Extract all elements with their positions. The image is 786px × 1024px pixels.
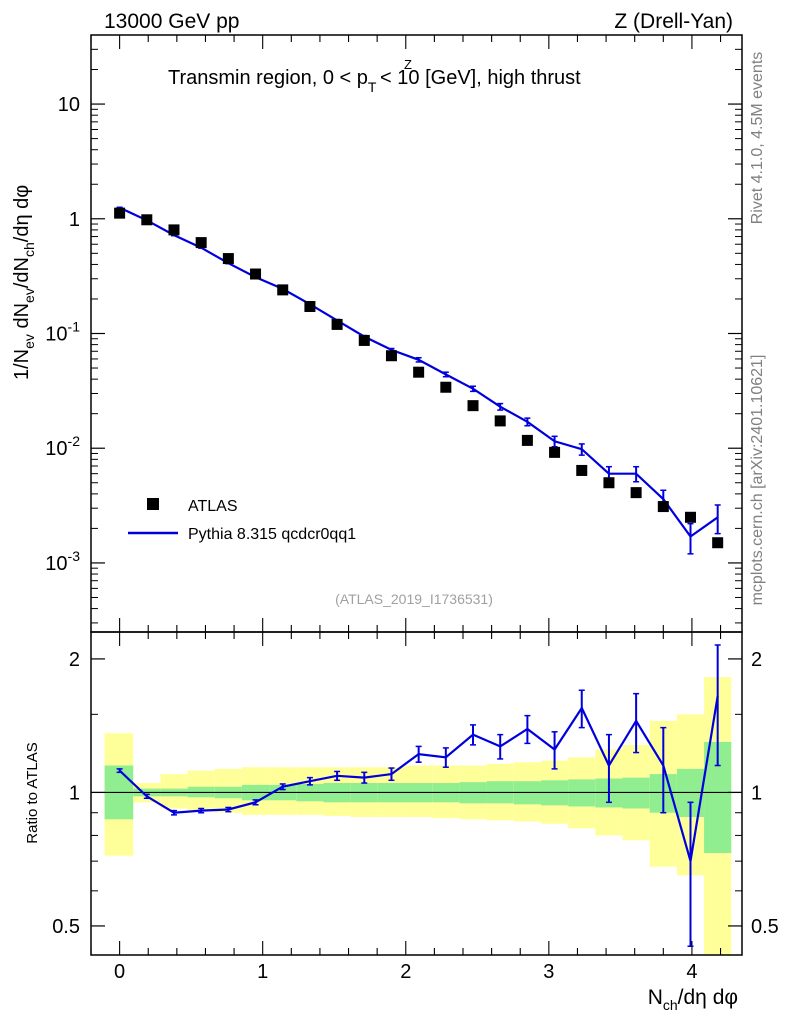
plot-title: Transmin region, 0 < pT < 10 [GeV], high… (168, 67, 581, 95)
atlas-data-point (168, 224, 180, 236)
header-left: 13000 GeV pp (104, 10, 239, 33)
main-y-tick-label: 10-3 (45, 548, 80, 575)
atlas-data-point (494, 415, 506, 427)
plot-title-superscript: Z (404, 57, 412, 72)
atlas-data-point (603, 477, 615, 489)
atlas-data-point (440, 381, 452, 393)
main-ylabel: 1/Nev dNev/dNch/dη dφ (11, 185, 37, 380)
atlas-data-point (385, 350, 397, 362)
ratio-x-tick-label: 3 (543, 961, 554, 983)
ratio-y-tick-label-right: 2 (751, 649, 762, 671)
ratio-y-tick-label-left: 1 (69, 782, 80, 804)
atlas-data-point (114, 207, 126, 219)
stat-uncertainty-band (622, 777, 650, 809)
ratio-x-tick-label: 0 (114, 961, 125, 983)
analysis-watermark: (ATLAS_2019_I1736531) (335, 591, 493, 607)
ratio-y-tick-label-right: 0.5 (751, 916, 779, 938)
atlas-data-point (141, 214, 153, 226)
main-plot-marks (114, 206, 724, 555)
legend-label-atlas: ATLAS (188, 498, 238, 515)
ratio-x-tick-label: 2 (400, 961, 411, 983)
atlas-data-point (657, 501, 669, 513)
atlas-data-point (358, 334, 370, 346)
ratio-uncertainty-bands (91, 677, 742, 955)
atlas-data-point (277, 284, 289, 296)
atlas-data-point (576, 464, 588, 476)
atlas-data-point (195, 237, 207, 249)
ratio-xlabel: Nch/dη dφ (648, 986, 738, 1013)
atlas-data-point (331, 318, 343, 330)
atlas-data-point (413, 366, 425, 378)
main-y-tick-label: 10-2 (45, 433, 80, 460)
main-y-tick-label: 10 (58, 94, 80, 116)
ratio-y-tick-label-right: 1 (751, 782, 762, 804)
legend-marker-atlas (147, 498, 159, 510)
atlas-data-point (549, 446, 561, 458)
main-y-tick-label: 1 (69, 209, 80, 231)
ratio-ylabel: Ratio to ATLAS (24, 742, 41, 843)
ratio-plot-border (90, 631, 743, 956)
rivet-label: Rivet 4.1.0, 4.5M events (749, 52, 766, 225)
main-plot-frame: 10-3 10-2 10-1 1 10 (45, 34, 742, 632)
atlas-data-point (222, 253, 234, 265)
header-right: Z (Drell-Yan) (614, 10, 733, 33)
atlas-data-point (630, 487, 642, 499)
atlas-data-point (521, 434, 533, 446)
ratio-x-tick-label: 1 (257, 961, 268, 983)
atlas-data-point (684, 511, 696, 523)
atlas-data-point (467, 400, 479, 412)
ratio-plot-frame: 0 1 2 3 4 0.5 0.5 1 1 2 2 (52, 632, 779, 983)
ratio-y-tick-label-left: 0.5 (52, 916, 80, 938)
main-y-tick-label: 10-1 (45, 319, 80, 346)
atlas-data-point (304, 300, 316, 312)
atlas-data-point (712, 537, 724, 549)
atlas-data-point (250, 268, 262, 280)
ratio-x-tick-label: 4 (686, 961, 697, 983)
legend-label-pythia: Pythia 8.315 qcdcr0qq1 (188, 526, 356, 543)
ratio-plot-marks (116, 644, 721, 947)
mcplots-label: mcplots.cern.ch [arXiv:2401.10621] (749, 355, 766, 606)
ratio-y-tick-label-left: 2 (69, 649, 80, 671)
